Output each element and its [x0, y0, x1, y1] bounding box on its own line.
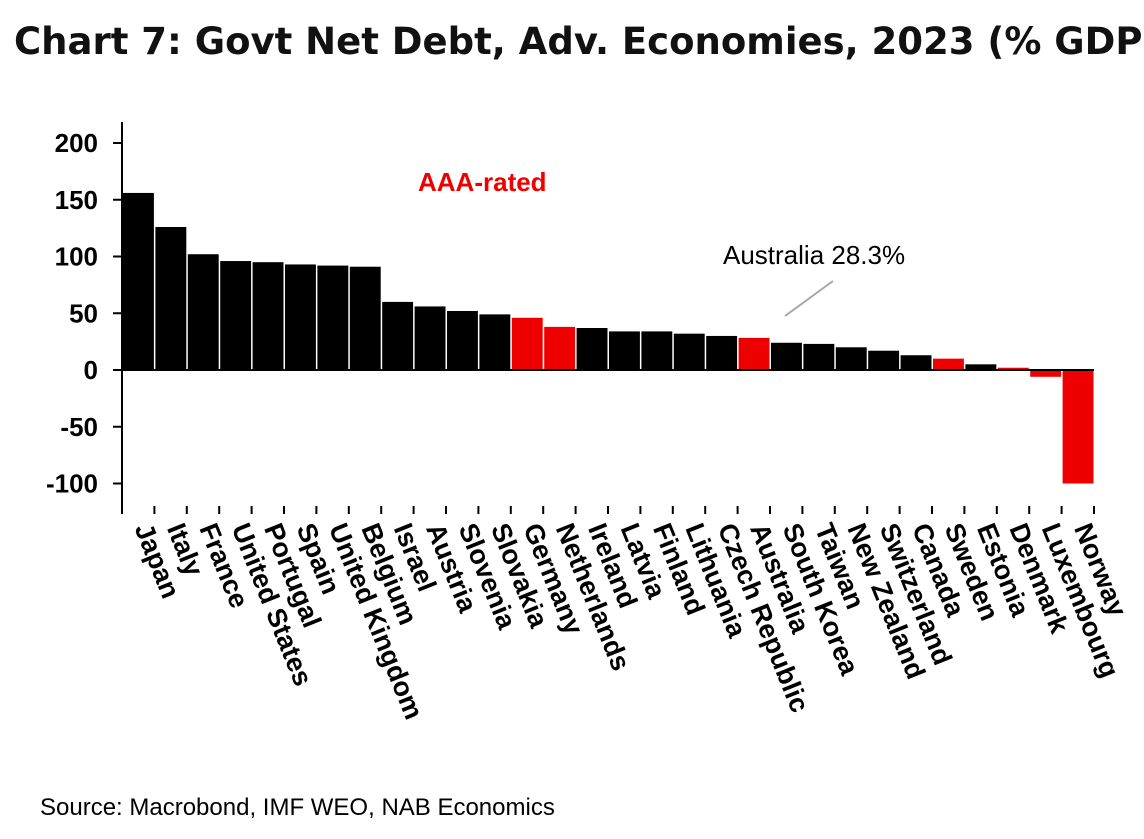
- bar: [900, 355, 932, 370]
- bar: [414, 306, 446, 370]
- annotations: AAA-rated Australia 28.3%: [418, 167, 905, 317]
- bar: [771, 342, 802, 370]
- bar: [285, 264, 316, 370]
- y-tick-label: -100: [46, 469, 98, 499]
- y-tick-label: 50: [69, 298, 98, 328]
- bar: [673, 333, 705, 370]
- bar: [609, 331, 640, 370]
- bar: [349, 266, 381, 370]
- y-tick-label: 100: [55, 242, 98, 272]
- bar: [1030, 370, 1062, 377]
- aaa-rated-note: AAA-rated: [418, 167, 547, 197]
- bar: [382, 301, 414, 370]
- source-note: Source: Macrobond, IMF WEO, NAB Economic…: [40, 794, 555, 821]
- bar: [997, 367, 1029, 370]
- bar: [123, 192, 154, 370]
- chart-title: Chart 7: Govt Net Debt, Adv. Economies, …: [14, 20, 1144, 63]
- bar: [576, 328, 608, 370]
- australia-callout-leader: [784, 280, 834, 317]
- bar: [511, 317, 543, 370]
- bar: [933, 358, 964, 370]
- y-tick-label: 200: [55, 128, 98, 158]
- bar: [868, 350, 900, 370]
- bar: [738, 337, 770, 370]
- australia-callout: Australia 28.3%: [723, 240, 905, 270]
- bars: [123, 192, 1094, 484]
- bar: [1062, 370, 1094, 484]
- bar: [641, 331, 673, 370]
- bar: [544, 326, 576, 370]
- bar: [447, 310, 478, 370]
- bar: [155, 226, 187, 370]
- bar: [479, 314, 511, 370]
- bar: [317, 265, 349, 370]
- bar: [220, 261, 252, 370]
- bar: [706, 335, 738, 370]
- bar: [187, 254, 219, 370]
- y-axis: 200 150 100 50 0 -50 -100: [46, 122, 123, 506]
- y-tick-label: 0: [84, 355, 98, 385]
- bar: [803, 343, 835, 370]
- bar: [965, 364, 997, 370]
- bar: [835, 347, 867, 370]
- y-tick-label: -50: [60, 412, 98, 442]
- bar: [252, 262, 284, 370]
- y-tick-label: 150: [55, 185, 98, 215]
